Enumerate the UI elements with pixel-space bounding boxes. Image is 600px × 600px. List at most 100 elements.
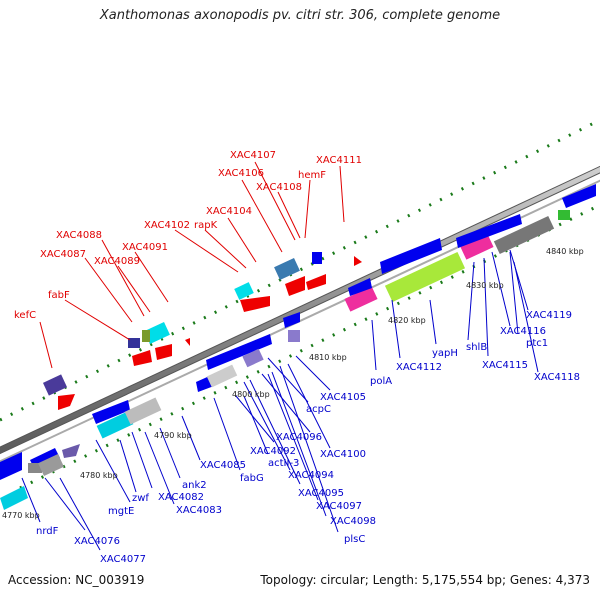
- gene-label: plsC: [344, 534, 365, 545]
- gene-label: XAC4076: [74, 536, 120, 547]
- gene-label: XAC4082: [158, 492, 204, 503]
- gene-feature: [124, 397, 162, 425]
- gene-label: yapH: [432, 348, 458, 359]
- tick-label: 4820 kbp: [388, 316, 426, 325]
- gene-label: XAC4092: [250, 446, 296, 457]
- gene-feature: [274, 258, 300, 280]
- gene-feature: [206, 364, 238, 388]
- gene-label: nrdF: [36, 526, 59, 537]
- gene-label: XAC4094: [288, 470, 334, 481]
- gene-feature: [185, 338, 190, 346]
- gene-label: XAC4097: [316, 501, 362, 512]
- gene-label: polA: [370, 376, 392, 387]
- gene-label: XAC4116: [500, 326, 546, 337]
- gene-feature: [240, 296, 270, 312]
- tick-label: 4780 kbp: [80, 471, 118, 480]
- gene-feature: [142, 330, 150, 342]
- gene-feature: [132, 350, 152, 366]
- tick-labels: 4770 kbp 4780 kbp 4790 kbp 4800 kbp 4810…: [2, 247, 584, 520]
- gene-label: XAC4091: [122, 242, 168, 253]
- tick-label: 4830 kbp: [466, 281, 504, 290]
- gene-feature: [96, 411, 134, 439]
- gene-feature: [306, 274, 326, 290]
- gene-feature: [283, 312, 300, 328]
- gene-feature: [344, 286, 378, 312]
- gene-label: hemF: [298, 170, 326, 181]
- tick-label: 4790 kbp: [154, 431, 192, 440]
- tick-label: 4810 kbp: [309, 353, 347, 362]
- gene-label: XAC4106: [218, 168, 264, 179]
- gene-label: XAC4104: [206, 206, 252, 217]
- gene-label: XAC4112: [396, 362, 442, 373]
- gene-label: XAC4100: [320, 449, 366, 460]
- leader-lines: [21, 161, 539, 551]
- gene-label: shlB: [466, 342, 487, 353]
- gene-feature: [206, 334, 272, 370]
- gene-label: XAC4085: [200, 460, 246, 471]
- gene-feature: [285, 276, 305, 296]
- gene-label: ptc1: [526, 338, 548, 349]
- gene-feature: [0, 486, 28, 510]
- gene-feature: [562, 184, 596, 208]
- gene-label: XAC4119: [526, 310, 572, 321]
- reverse-features: [0, 184, 596, 510]
- gene-label: XAC4088: [56, 230, 102, 241]
- gene-label: rapK: [194, 220, 218, 231]
- gene-feature: [380, 238, 442, 274]
- gene-feature: [460, 234, 494, 260]
- gene-label: ank2: [182, 480, 207, 491]
- gene-label: actII-3: [268, 458, 299, 469]
- gene-feature: [42, 374, 68, 396]
- gene-label: XAC4118: [534, 372, 580, 383]
- gene-feature: [288, 330, 300, 342]
- gene-label: XAC4102: [144, 220, 190, 231]
- gene-label: XAC4108: [256, 182, 302, 193]
- gene-label: zwf: [132, 493, 149, 504]
- gene-feature: [144, 322, 170, 344]
- gene-feature: [312, 252, 322, 264]
- gene-feature: [348, 278, 372, 296]
- map-title: Xanthomonas axonopodis pv. citri str. 30…: [99, 8, 501, 23]
- gene-label: XAC4083: [176, 505, 222, 516]
- tick-label: 4840 kbp: [546, 247, 584, 256]
- reverse-gene-labels: nrdF XAC4076 XAC4077 mgtE zwf XAC4082 XA…: [36, 310, 580, 565]
- forward-gene-labels: kefC fabF XAC4087 XAC4088 XAC4089 XAC409…: [14, 150, 362, 321]
- gene-feature: [28, 463, 42, 473]
- summary-text: Topology: circular; Length: 5,175,554 bp…: [260, 573, 590, 587]
- gene-feature: [384, 251, 466, 303]
- gene-feature: [456, 214, 522, 248]
- tick-label: 4800 kbp: [232, 390, 270, 399]
- gene-label: fabG: [240, 473, 264, 484]
- gene-feature: [354, 256, 362, 266]
- gene-label: XAC4098: [330, 516, 376, 527]
- upper-dotted-track: [0, 118, 600, 422]
- gene-feature: [62, 444, 80, 458]
- gene-feature: [128, 338, 140, 348]
- accession-text: Accession: NC_003919: [8, 573, 145, 587]
- gene-feature: [493, 215, 555, 255]
- gene-label: kefC: [14, 310, 36, 321]
- gene-feature: [242, 348, 264, 368]
- gene-label: acpC: [306, 404, 331, 415]
- gene-feature: [155, 344, 172, 360]
- gene-label: XAC4077: [100, 554, 146, 565]
- gene-label: XAC4087: [40, 249, 86, 260]
- gene-label: XAC4111: [316, 155, 362, 166]
- gene-label: XAC4096: [276, 432, 322, 443]
- forward-features: [0, 210, 570, 480]
- gene-label: XAC4107: [230, 150, 276, 161]
- gene-label: mgtE: [108, 506, 134, 517]
- gene-feature: [38, 454, 64, 476]
- gene-feature: [58, 394, 75, 410]
- gene-feature: [92, 400, 130, 424]
- gene-label: XAC4115: [482, 360, 528, 371]
- gene-feature: [234, 282, 254, 300]
- gene-feature: [558, 210, 570, 220]
- gene-feature: [0, 452, 22, 480]
- gene-label: fabF: [48, 290, 70, 301]
- gene-label: XAC4105: [320, 392, 366, 403]
- gene-label: XAC4089: [94, 256, 140, 267]
- gene-label: XAC4095: [298, 488, 344, 499]
